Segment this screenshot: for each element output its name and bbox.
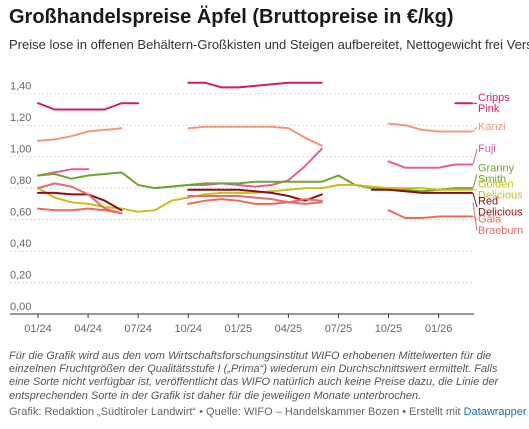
y-tick-label: 1,00 xyxy=(10,144,31,156)
x-tick-label: 10/25 xyxy=(375,323,403,335)
series-line xyxy=(187,195,323,205)
series-line xyxy=(370,188,473,194)
series-line xyxy=(37,184,473,213)
datawrapper-link[interactable]: Datawrapper xyxy=(463,406,527,418)
x-tick-label: 04/24 xyxy=(74,323,102,335)
series-line xyxy=(37,171,473,193)
chart-subtitle: Preise lose in offenen Behältern-Großkis… xyxy=(9,37,529,52)
series-label: Red Delicious xyxy=(478,196,523,219)
series-label: Braeburn xyxy=(478,225,523,237)
grid-lines xyxy=(10,93,474,315)
series-line xyxy=(37,127,123,142)
series-line xyxy=(187,198,323,205)
x-tick-label: 07/24 xyxy=(124,323,152,335)
series-line xyxy=(187,81,323,89)
y-tick-label: 1,40 xyxy=(10,81,31,93)
x-tick-label: 01/26 xyxy=(425,323,453,335)
series-line xyxy=(37,191,123,212)
series-label: Gala xyxy=(478,214,502,226)
source-text: Grafik: Redaktion „Südtiroler Landwirt“ … xyxy=(9,406,464,418)
line-chart: 0,00 0,20 0,40 0,60 0,80 1,00 1,20 1,40 01/24 04… xyxy=(10,81,523,335)
x-tick-label: 07/25 xyxy=(325,323,353,335)
label-leader xyxy=(472,148,478,165)
label-leader xyxy=(472,202,478,231)
series-label: Golden Delicious xyxy=(478,178,523,201)
source-line: Grafik: Redaktion „Südtiroler Landwirt“ … xyxy=(9,406,527,418)
x-tick-label: 01/24 xyxy=(24,323,52,335)
series-line xyxy=(187,125,323,147)
label-leader xyxy=(472,173,478,189)
chart-footnote: Für die Grafik wird aus den vom Wirtscha… xyxy=(9,350,499,402)
y-tick-label: 0,40 xyxy=(10,238,31,250)
y-tick-label: 0,80 xyxy=(10,175,31,187)
series-line xyxy=(37,182,123,215)
chart-title: Großhandelspreise Äpfel (Bruttopreise in… xyxy=(9,6,454,28)
series-label: Granny Smith xyxy=(478,163,515,186)
series-label: Cripps Pink xyxy=(478,92,510,115)
series-line xyxy=(387,160,473,169)
series-label: Fuji xyxy=(478,143,496,155)
x-tick-label: 10/24 xyxy=(174,323,202,335)
series-line xyxy=(387,122,473,133)
series-lines xyxy=(37,81,473,219)
series-line xyxy=(37,102,140,111)
series-line xyxy=(37,207,123,215)
y-axis-ticks: 0,00 0,20 0,40 0,60 0,80 1,00 1,20 1,40 xyxy=(10,81,31,313)
y-tick-label: 0,00 xyxy=(10,301,31,313)
y-tick-label: 0,60 xyxy=(10,207,31,219)
series-label: Kanzi xyxy=(478,121,506,133)
label-leader xyxy=(472,192,478,208)
x-tick-label: 01/25 xyxy=(225,323,253,335)
y-tick-label: 1,20 xyxy=(10,112,31,124)
series-line xyxy=(387,209,473,219)
x-axis-ticks: 01/24 04/24 07/24 10/24 01/25 04/25 07/25 10/25… xyxy=(24,314,452,335)
series-line xyxy=(187,188,323,202)
y-tick-label: 0,20 xyxy=(10,270,31,282)
x-tick-label: 04/25 xyxy=(275,323,303,335)
label-leader xyxy=(472,126,478,132)
